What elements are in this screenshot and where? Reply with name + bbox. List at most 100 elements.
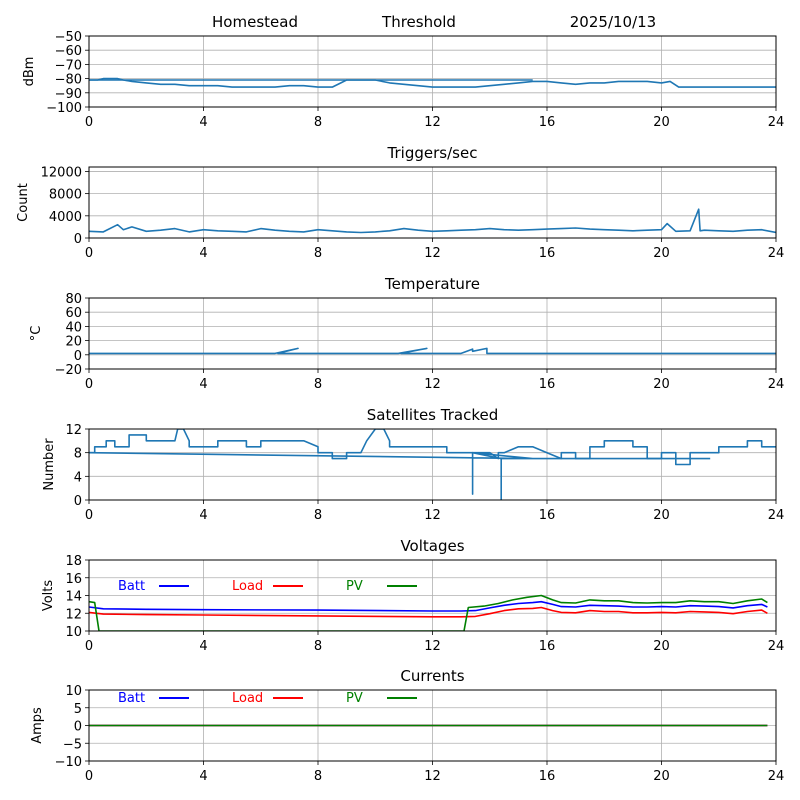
x-tick-label: 8	[314, 769, 322, 784]
x-tick-label: 12	[424, 115, 441, 130]
y-tick-label: 0	[74, 349, 82, 364]
x-tick-label: 0	[85, 769, 93, 784]
series-voltages-PV	[89, 594, 768, 631]
x-tick-label: 16	[539, 246, 556, 261]
x-tick-label: 4	[199, 115, 207, 130]
x-tick-label: 16	[539, 769, 556, 784]
y-tick-label: 10	[65, 684, 82, 699]
x-tick-label: 4	[199, 508, 207, 523]
y-axis-label: Number	[42, 438, 57, 491]
y-tick-label: 10	[65, 625, 82, 640]
x-tick-label: 24	[768, 115, 785, 130]
x-tick-label: 24	[768, 508, 785, 523]
y-tick-label: −100	[46, 101, 82, 116]
y-tick-label: 12	[65, 423, 82, 438]
legend-label-pv: PV	[346, 691, 363, 706]
series-voltages-Load	[89, 606, 768, 618]
x-tick-label: 20	[653, 769, 670, 784]
y-tick-label: 4	[74, 470, 82, 485]
panel-satellites: 0 4 8 12 16 20 24 0 4 8 12 Satellites Tracked Number	[42, 406, 784, 523]
y-tick-label: 80	[65, 292, 82, 307]
chart-title: Triggers/sec	[387, 144, 478, 162]
x-tick-label: 12	[424, 769, 441, 784]
x-tick-label: 24	[768, 769, 785, 784]
y-tick-label: −90	[55, 87, 82, 102]
y-axis-label: °C	[29, 326, 44, 342]
legend-label-pv: PV	[346, 579, 363, 594]
x-tick-label: 20	[653, 508, 670, 523]
header-station: Homestead	[212, 13, 298, 31]
x-tick-label: 4	[199, 377, 207, 392]
legend-label-load: Load	[232, 579, 263, 594]
y-tick-label: −5	[63, 737, 82, 752]
panel-currents: 0 4 8 12 16 20 24 −10 −5 0 5 10 Currents Amps Batt Load…	[30, 667, 784, 784]
series-triggers-triggers	[89, 208, 776, 234]
y-axis-label: dBm	[22, 57, 37, 87]
chart-title: Currents	[400, 667, 464, 685]
x-tick-label: 16	[539, 639, 556, 654]
series-voltages-Batt	[89, 600, 768, 612]
x-tick-label: 8	[314, 508, 322, 523]
x-tick-label: 0	[85, 377, 93, 392]
y-axis-label: Count	[16, 183, 31, 222]
y-tick-label: 8	[74, 447, 82, 462]
chart-title: Satellites Tracked	[367, 406, 498, 424]
x-tick-label: 24	[768, 377, 785, 392]
x-tick-label: 4	[199, 639, 207, 654]
x-tick-label: 20	[653, 639, 670, 654]
x-tick-label: 4	[199, 246, 207, 261]
y-tick-label: 20	[65, 335, 82, 350]
y-tick-label: 60	[65, 306, 82, 321]
x-tick-label: 24	[768, 246, 785, 261]
y-axis-label: Volts	[41, 580, 56, 612]
series-satellites-satellites	[89, 429, 776, 466]
x-tick-label: 12	[424, 639, 441, 654]
panel-signal: 0 4 8 12 16 20 24 −100−90−80−70−60−50 dBm	[22, 30, 784, 130]
x-tick-label: 16	[539, 377, 556, 392]
x-tick-label: 8	[314, 377, 322, 392]
x-tick-label: 20	[653, 246, 670, 261]
x-tick-label: 8	[314, 639, 322, 654]
panel-voltages: 0 4 8 12 16 20 24 10 12 14 16 18 Voltages Volts Batt Lo…	[41, 537, 784, 654]
y-tick-label: 8000	[49, 188, 82, 203]
x-tick-label: 12	[424, 508, 441, 523]
legend-label-batt: Batt	[118, 691, 145, 706]
series-satellites-satellites-wrap	[89, 451, 711, 500]
y-tick-label: −80	[55, 73, 82, 88]
legend-label-batt: Batt	[118, 579, 145, 594]
y-tick-label: −20	[55, 363, 82, 378]
chart-title: Voltages	[400, 537, 464, 555]
y-tick-label: 4000	[49, 210, 82, 225]
y-tick-label: 16	[65, 572, 82, 587]
x-tick-label: 16	[539, 508, 556, 523]
y-tick-label: 14	[65, 590, 82, 605]
x-tick-label: 0	[85, 115, 93, 130]
y-tick-label: −10	[55, 755, 82, 770]
y-tick-label: 40	[65, 320, 82, 335]
x-tick-label: 16	[539, 115, 556, 130]
header-date: 2025/10/13	[570, 13, 656, 31]
y-tick-label: 12	[65, 607, 82, 622]
y-tick-label: −50	[55, 30, 82, 45]
y-tick-label: 12000	[41, 165, 82, 180]
x-tick-label: 0	[85, 246, 93, 261]
y-tick-label: 0	[74, 232, 82, 247]
y-tick-label: 5	[74, 702, 82, 717]
panel-triggers: 0 4 8 12 16 20 24 0 4000 8000 12000 Triggers/sec Cou…	[16, 144, 784, 261]
x-tick-label: 24	[768, 639, 785, 654]
x-tick-label: 0	[85, 508, 93, 523]
y-tick-label: −60	[55, 44, 82, 59]
chart-title: Temperature	[384, 275, 480, 293]
x-tick-label: 4	[199, 769, 207, 784]
x-tick-label: 12	[424, 246, 441, 261]
x-tick-label: 8	[314, 246, 322, 261]
x-tick-label: 20	[653, 377, 670, 392]
y-tick-label: 0	[74, 494, 82, 509]
series-temperature-temperature	[89, 347, 776, 355]
legend-label-load: Load	[232, 691, 263, 706]
x-tick-label: 12	[424, 377, 441, 392]
x-tick-label: 8	[314, 115, 322, 130]
header-mode: Threshold	[381, 13, 456, 31]
